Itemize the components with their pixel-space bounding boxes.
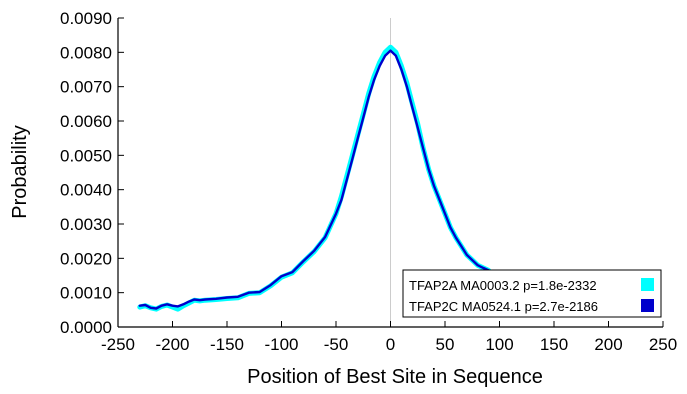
y-tick-label: 0.0080: [60, 43, 112, 62]
x-tick-label: 200: [594, 335, 622, 354]
y-tick-label: 0.0030: [60, 215, 112, 234]
x-tick-label: -50: [324, 335, 349, 354]
y-tick-label: 0.0020: [60, 249, 112, 268]
x-tick-label: -250: [101, 335, 135, 354]
y-tick-label: 0.0070: [60, 78, 112, 97]
x-tick-label: 100: [485, 335, 513, 354]
legend-swatch-1: [641, 278, 654, 291]
legend-label-2: TFAP2C MA0524.1 p=2.7e-2186: [409, 299, 598, 314]
y-tick-label: 0.0090: [60, 9, 112, 28]
x-tick-label: 50: [436, 335, 455, 354]
y-tick-label: 0.0040: [60, 181, 112, 200]
legend-label-1: TFAP2A MA0003.2 p=1.8e-2332: [409, 278, 597, 293]
legend-swatch-2: [641, 299, 654, 312]
y-tick-label: 0.0060: [60, 112, 112, 131]
series-line-2: [138, 49, 490, 310]
y-axis-label: Probability: [9, 125, 31, 218]
x-tick-label: -200: [155, 335, 189, 354]
x-tick-label: 0: [386, 335, 395, 354]
y-tick-label: 0.0050: [60, 146, 112, 165]
x-tick-label: 150: [540, 335, 568, 354]
plot-area: 0.0000 0.0010 0.0020 0.0030 0.0040 0.0050 0.00…: [60, 9, 677, 354]
x-tick-label: 250: [649, 335, 677, 354]
y-tick-label: 0.0010: [60, 284, 112, 303]
y-tick-label: 0.0000: [60, 318, 112, 337]
x-tick-label: -100: [264, 335, 298, 354]
legend-box: [402, 269, 662, 318]
x-axis-label: Position of Best Site in Sequence: [247, 366, 543, 388]
x-tick-label: -150: [210, 335, 244, 354]
